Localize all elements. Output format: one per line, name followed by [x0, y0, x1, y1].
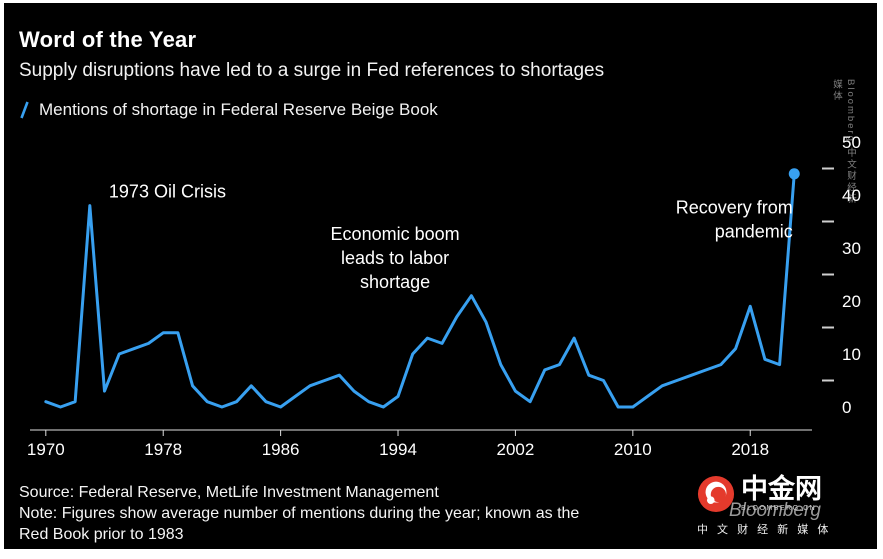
shortage-mentions-chart: 1970 1978 1986 1994 2002 2010 2018 0 10 20 30 40 50 1… — [27, 133, 861, 459]
y-tick-label: 50 — [842, 133, 861, 152]
chart-annotation: Economic boom leads to labor shortage — [331, 224, 460, 292]
bloomberg-chart-panel: Word of the Year Supply disruptions have… — [4, 3, 877, 549]
chart-footer: Source: Federal Reserve, MetLife Investm… — [19, 482, 594, 545]
legend: Mentions of shortage in Federal Reserve … — [19, 100, 438, 120]
cngold-logo-icon — [697, 475, 735, 513]
legend-label: Mentions of shortage in Federal Reserve … — [39, 100, 438, 119]
x-tick-label: 1970 — [27, 440, 65, 459]
x-tick-label: 1978 — [144, 440, 182, 459]
y-tick-label: 40 — [842, 186, 861, 205]
cngold-domain: BLOOMBERG.CN — [741, 505, 817, 512]
cngold-watermark: Bloomberg 中金网 BLOOMBERG.CN 中 文 财 经 新 媒 体 — [697, 475, 873, 541]
x-tick-label: 1994 — [379, 440, 417, 459]
x-tick-label: 2018 — [731, 440, 769, 459]
chart-annotation: 1973 Oil Crisis — [109, 182, 226, 202]
side-watermark: Bloomberg 中文财经新媒体 — [831, 79, 856, 206]
y-tick-label: 30 — [842, 239, 861, 258]
endpoint-marker — [788, 168, 800, 180]
series-line — [44, 172, 796, 409]
page-title: Word of the Year — [19, 27, 197, 52]
x-tick-label: 2002 — [497, 440, 535, 459]
chart-subtitle: Supply disruptions have led to a surge i… — [19, 60, 605, 81]
bloomberg-watermark-text: Bloomberg — [729, 500, 821, 521]
cngold-brand: 中金网 — [741, 474, 822, 504]
source-note: Source: Federal Reserve, MetLife Investm… — [19, 484, 439, 501]
y-tick-label: 20 — [842, 292, 861, 311]
x-tick-label: 1986 — [262, 440, 300, 459]
y-tick-label: 0 — [842, 398, 851, 417]
legend-line-icon — [20, 101, 29, 119]
y-tick-label: 10 — [842, 345, 861, 364]
cngold-tagline: 中 文 财 经 新 媒 体 — [697, 524, 832, 536]
x-tick-label: 2010 — [614, 440, 652, 459]
methodology-note: Note: Figures show average number of men… — [19, 505, 580, 543]
chart-annotation: Recovery from pandemic — [676, 198, 793, 242]
